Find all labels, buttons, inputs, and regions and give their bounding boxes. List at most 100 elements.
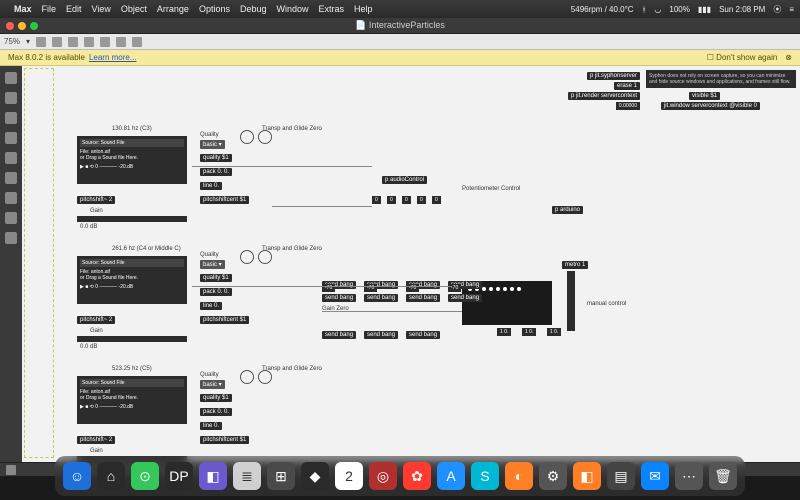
learn-more-link[interactable]: Learn more... bbox=[89, 53, 137, 62]
float-box[interactable]: 1 0. bbox=[522, 328, 536, 336]
sendbang-obj[interactable]: send bang bbox=[364, 294, 398, 302]
panel-icon[interactable] bbox=[5, 172, 17, 184]
zoom-button[interactable] bbox=[30, 22, 38, 30]
dial[interactable] bbox=[258, 370, 272, 384]
quality-msg[interactable]: quality $1 bbox=[200, 274, 232, 282]
float-box[interactable]: 1 0. bbox=[497, 328, 511, 336]
toolbar-icon[interactable] bbox=[84, 37, 94, 47]
pitchcent-obj[interactable]: pitchshiftcent $1 bbox=[200, 196, 249, 204]
sendbang-obj[interactable]: send bang bbox=[322, 331, 356, 339]
lock-icon[interactable] bbox=[6, 465, 16, 475]
sendbang-obj[interactable]: send bang bbox=[364, 331, 398, 339]
notification-icon[interactable]: ≡ bbox=[789, 5, 794, 14]
pitchshift-obj[interactable]: pitchshift~ 2 bbox=[77, 436, 115, 444]
line-obj[interactable]: line 0. bbox=[200, 422, 222, 430]
quality-sel[interactable]: basic ▾ bbox=[200, 380, 225, 389]
dock-app-icon[interactable]: DP bbox=[165, 462, 193, 490]
dock-app-icon[interactable]: ▤ bbox=[607, 462, 635, 490]
jitwindow-obj[interactable]: jit.window servercontext @visible 0 bbox=[661, 102, 760, 110]
panel-icon[interactable] bbox=[5, 92, 17, 104]
line-obj[interactable]: line 0. bbox=[200, 302, 222, 310]
numbox[interactable]: 0 bbox=[372, 196, 381, 204]
pitchcent-obj[interactable]: pitchshiftcent $1 bbox=[200, 436, 249, 444]
dial[interactable] bbox=[258, 130, 272, 144]
gain-slider[interactable] bbox=[77, 336, 187, 342]
dock-app-icon[interactable]: ◧ bbox=[573, 462, 601, 490]
panel-icon[interactable] bbox=[5, 192, 17, 204]
toolbar-icon[interactable] bbox=[52, 37, 62, 47]
close-button[interactable] bbox=[6, 22, 14, 30]
zoom-level[interactable]: 75% bbox=[4, 37, 20, 46]
visible-obj[interactable]: visible $1 bbox=[689, 92, 720, 100]
toolbar-icon[interactable] bbox=[68, 37, 78, 47]
sendbang-obj[interactable]: send bang bbox=[406, 294, 440, 302]
toolbar-icon[interactable] bbox=[36, 37, 46, 47]
sendbang-obj[interactable]: send bang bbox=[406, 331, 440, 339]
menu-help[interactable]: Help bbox=[354, 4, 373, 14]
dock-app-icon[interactable]: ⊞ bbox=[267, 462, 295, 490]
sendbang-obj[interactable]: send bang bbox=[322, 294, 356, 302]
dock-app-icon[interactable]: ✿ bbox=[403, 462, 431, 490]
menu-app[interactable]: Max bbox=[14, 4, 32, 14]
pitchshift-obj[interactable]: pitchshift~ 2 bbox=[77, 316, 115, 324]
numbox[interactable]: 0 bbox=[432, 196, 441, 204]
erase-obj[interactable]: erase 1 bbox=[614, 82, 640, 90]
numbox[interactable]: 0 bbox=[402, 196, 411, 204]
sound-source-box[interactable]: Source: Sound File File: anton.aif or Dr… bbox=[77, 136, 187, 184]
sound-source-box[interactable]: Source: Sound File File: anton.aif or Dr… bbox=[77, 256, 187, 304]
syphon-num[interactable]: 0.00000 bbox=[616, 102, 640, 110]
dock-app-icon[interactable]: ⚙ bbox=[539, 462, 567, 490]
float-box[interactable]: 1 0. bbox=[547, 328, 561, 336]
banner-close-icon[interactable]: ⊗ bbox=[785, 53, 792, 62]
patcher-canvas[interactable]: Syphon does not rely on screen capture, … bbox=[22, 66, 800, 462]
line-obj[interactable]: line 0. bbox=[200, 182, 222, 190]
menu-extras[interactable]: Extras bbox=[319, 4, 345, 14]
dock-app-icon[interactable]: ◐ bbox=[505, 462, 533, 490]
panel-icon[interactable] bbox=[5, 212, 17, 224]
arduino-obj[interactable]: p arduino bbox=[552, 206, 583, 214]
quality-msg[interactable]: quality $1 bbox=[200, 154, 232, 162]
menu-edit[interactable]: Edit bbox=[66, 4, 82, 14]
menu-options[interactable]: Options bbox=[199, 4, 230, 14]
numbox[interactable]: 0 bbox=[387, 196, 396, 204]
dock-app-icon[interactable]: A bbox=[437, 462, 465, 490]
clock[interactable]: Sun 2:08 PM bbox=[719, 5, 765, 14]
transport-row[interactable]: ▶ ■ ⟲ 0 ───── -20.dB bbox=[80, 164, 184, 170]
pack-obj[interactable]: pack 0. 0. bbox=[200, 408, 232, 416]
pack-obj[interactable]: pack 0. 0. bbox=[200, 288, 232, 296]
dial[interactable] bbox=[240, 370, 254, 384]
dock-app-icon[interactable]: ≣ bbox=[233, 462, 261, 490]
dock-app-icon[interactable]: ⌂ bbox=[97, 462, 125, 490]
battery-icon[interactable]: ▮▮▮ bbox=[698, 5, 711, 14]
zoom-chevron-icon[interactable]: ▾ bbox=[26, 37, 30, 46]
dial[interactable] bbox=[258, 250, 272, 264]
panel-icon[interactable] bbox=[5, 72, 17, 84]
pack-obj[interactable]: pack 0. 0. bbox=[200, 168, 232, 176]
transport-row[interactable]: ▶ ■ ⟲ 0 ───── -20.dB bbox=[80, 284, 184, 290]
render-obj[interactable]: p jit.render servercontext bbox=[568, 92, 640, 100]
pitchshift-obj[interactable]: pitchshift~ 2 bbox=[77, 196, 115, 204]
quality-msg[interactable]: quality $1 bbox=[200, 394, 232, 402]
menu-file[interactable]: File bbox=[42, 4, 57, 14]
dock-app-icon[interactable]: ◎ bbox=[369, 462, 397, 490]
dial[interactable] bbox=[240, 130, 254, 144]
sendbang-obj[interactable]: send bang bbox=[448, 294, 482, 302]
audiocontrol-obj[interactable]: p audioControl bbox=[382, 176, 427, 184]
slider[interactable] bbox=[567, 271, 575, 331]
toolbar-icon[interactable] bbox=[100, 37, 110, 47]
syphon-obj[interactable]: p jit.syphonserver bbox=[587, 72, 640, 80]
dock-app-icon[interactable]: 2 bbox=[335, 462, 363, 490]
dock-app-icon[interactable]: ⊙ bbox=[131, 462, 159, 490]
metro-obj[interactable]: metro 1 bbox=[562, 261, 588, 269]
minimize-button[interactable] bbox=[18, 22, 26, 30]
menu-debug[interactable]: Debug bbox=[240, 4, 267, 14]
pitchcent-obj[interactable]: pitchshiftcent $1 bbox=[200, 316, 249, 324]
panel-icon[interactable] bbox=[5, 232, 17, 244]
dock-app-icon[interactable]: ☺ bbox=[63, 462, 91, 490]
menu-arrange[interactable]: Arrange bbox=[157, 4, 189, 14]
dock-app-icon[interactable]: 🗑 bbox=[709, 462, 737, 490]
dock-app-icon[interactable]: ✉ bbox=[641, 462, 669, 490]
menu-view[interactable]: View bbox=[92, 4, 111, 14]
dock-app-icon[interactable]: ◧ bbox=[199, 462, 227, 490]
quality-sel[interactable]: basic ▾ bbox=[200, 140, 225, 149]
